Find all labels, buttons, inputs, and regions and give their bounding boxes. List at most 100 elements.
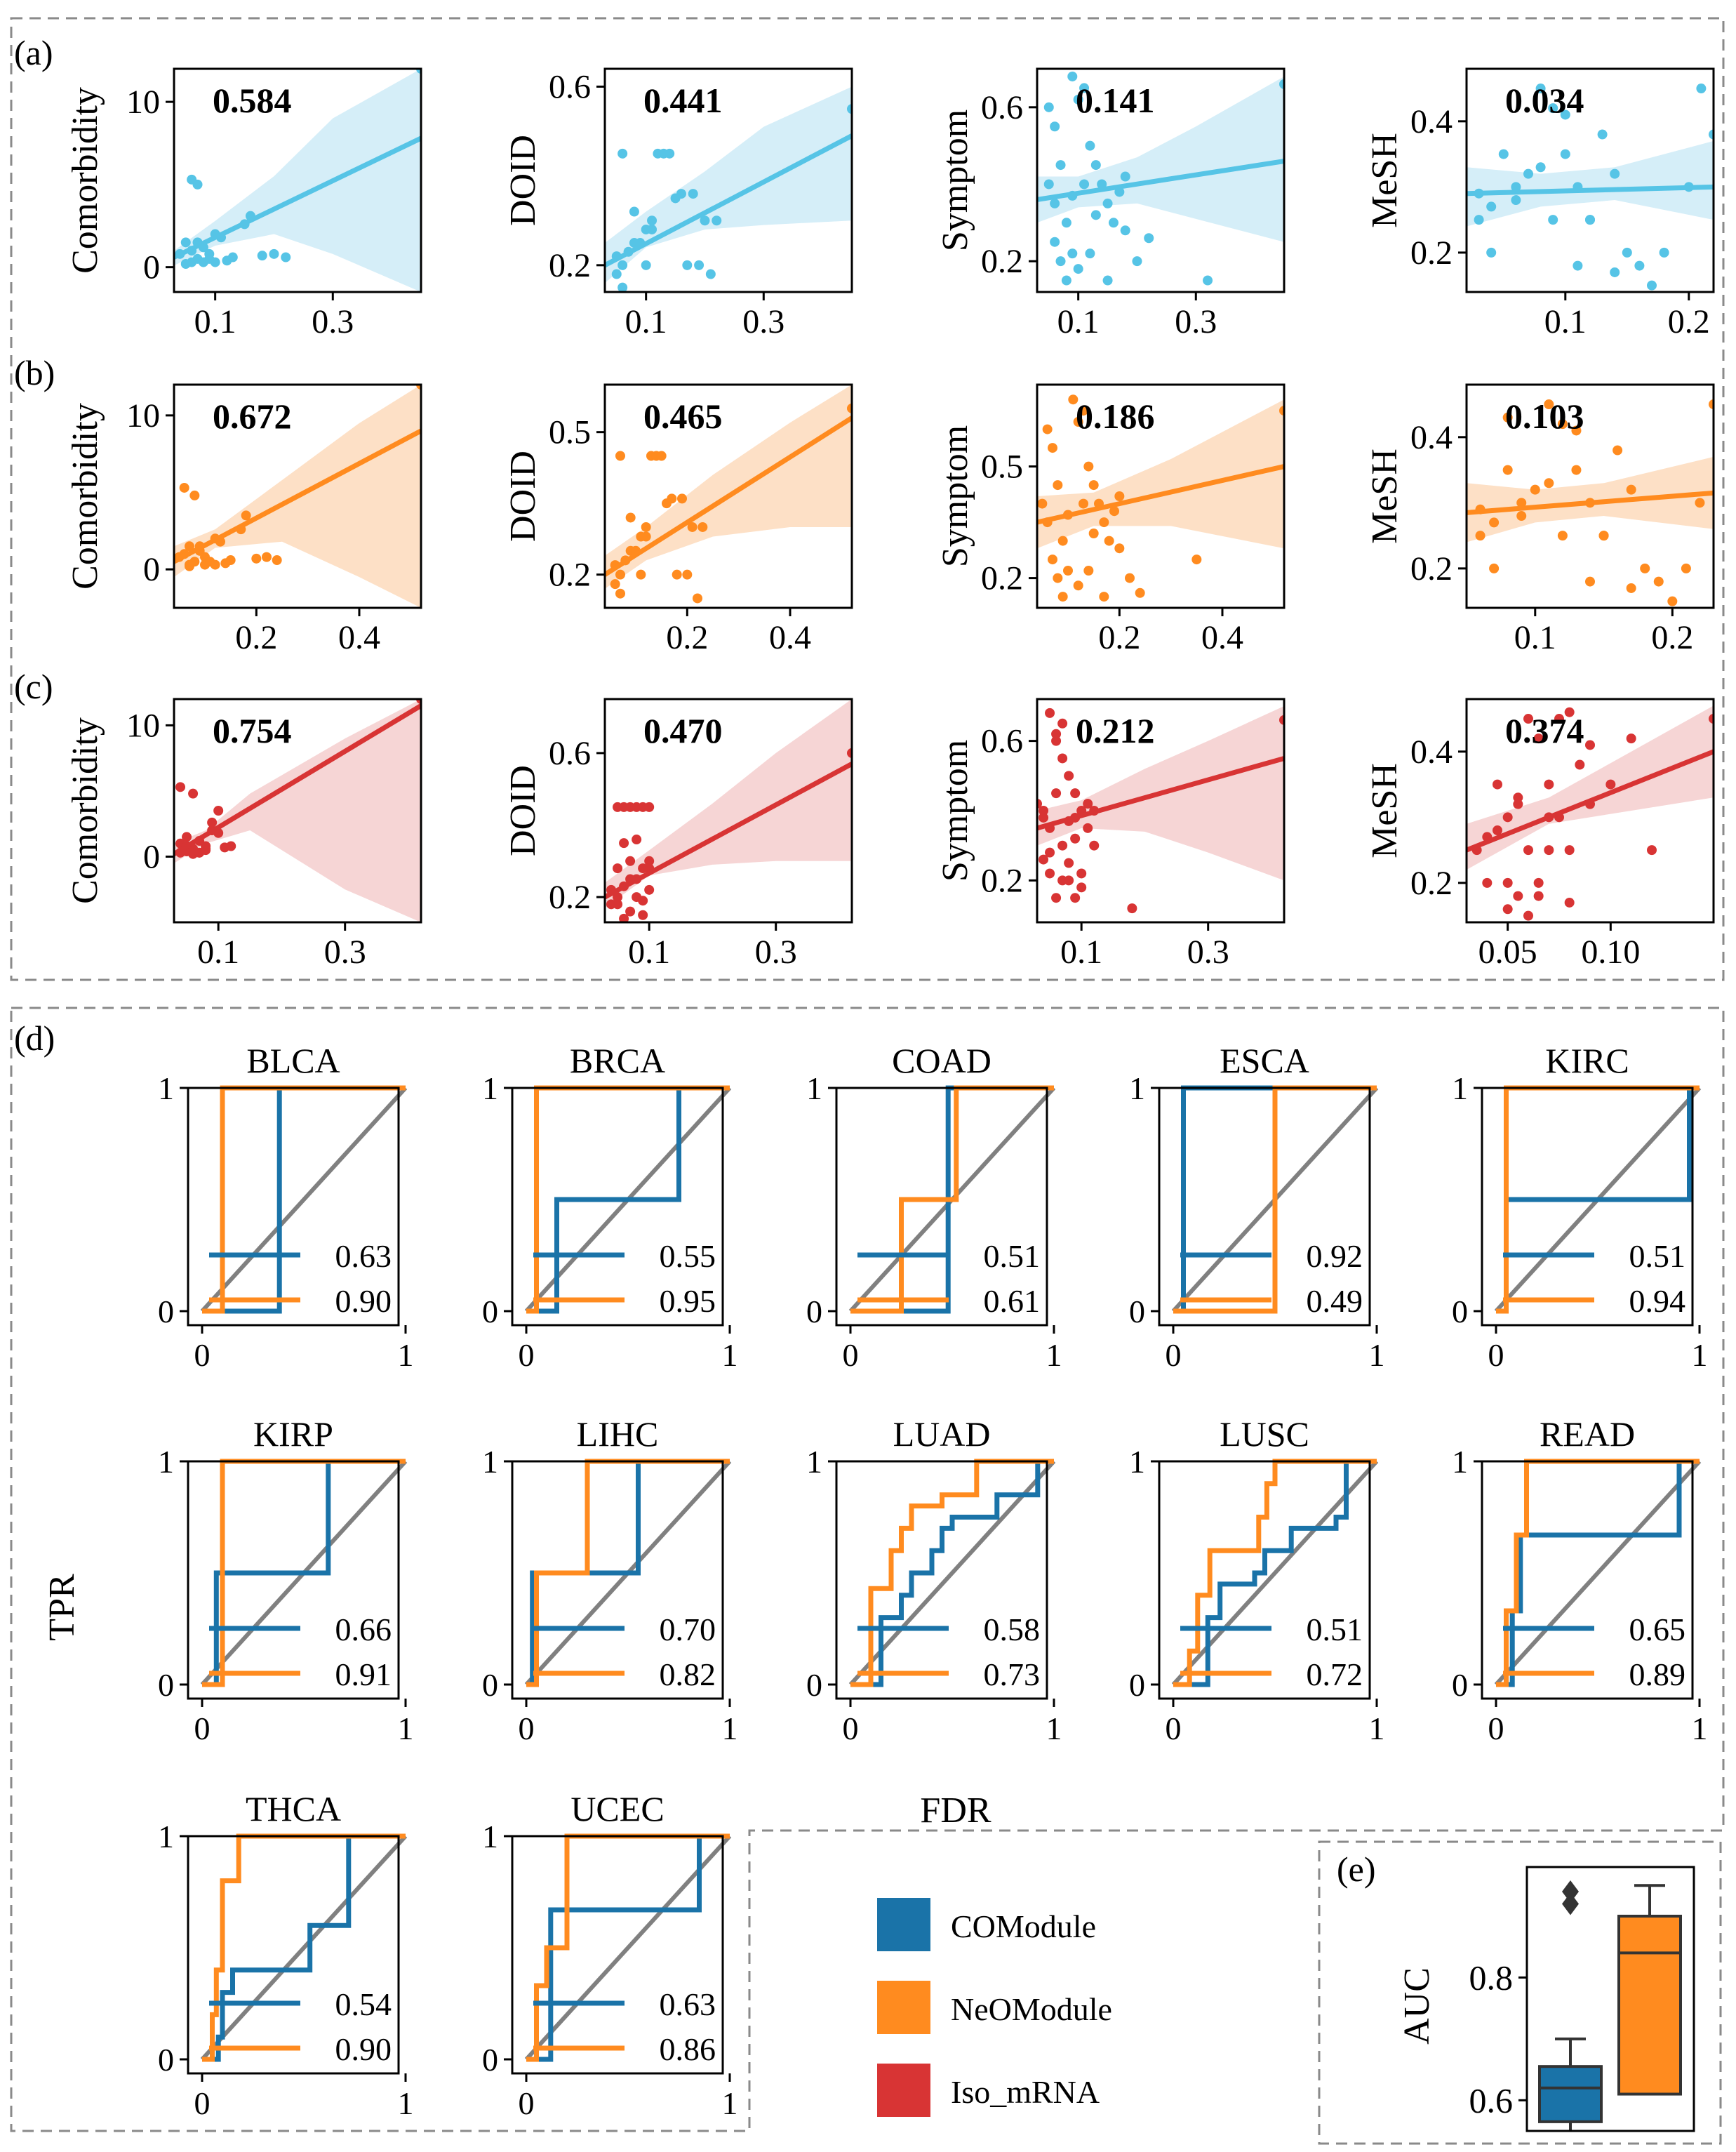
scatter-point (1489, 517, 1500, 528)
roc-lusc: LUSC 0.51 0.72 00 1 1 (1129, 1414, 1385, 1746)
y-tick-label: 0.6 (549, 68, 591, 105)
scatter-point (641, 260, 651, 270)
scatter-point (1051, 729, 1062, 739)
roc-title: LIHC (577, 1414, 659, 1454)
roc-title: LUSC (1220, 1414, 1309, 1454)
y-tick-label: 0.2 (1410, 550, 1453, 587)
scatter-point (1037, 498, 1048, 509)
y-axis-label: Comorbidity (65, 717, 105, 904)
y-tick-label: 0.5 (981, 449, 1023, 486)
auc-value-neomodule: 0.72 (1307, 1656, 1363, 1692)
x-tick-label: 0.4 (338, 619, 380, 656)
y-axis-label: MeSH (1365, 449, 1405, 544)
scatter-point (1102, 275, 1113, 286)
scatter-point (1051, 788, 1062, 799)
x-tick-label: 0 (1166, 1337, 1182, 1373)
scatter-point (1125, 573, 1135, 583)
scatter-point (1088, 529, 1099, 538)
y-tick-label: 0.2 (981, 862, 1023, 899)
scatter-point (641, 522, 651, 532)
auc-value-neomodule: 0.90 (335, 1283, 392, 1319)
scatter-point (1647, 280, 1657, 291)
y-tick-label: 0 (158, 1294, 174, 1329)
scatter-point (1057, 592, 1068, 602)
scatter-point (1090, 160, 1101, 171)
scatter-point (1585, 215, 1595, 225)
axes-frame (1465, 383, 1715, 609)
auc-value-neomodule: 0.89 (1629, 1656, 1686, 1692)
plot-area (1037, 394, 1284, 602)
scatter-point (1511, 195, 1521, 206)
scatter-point (1475, 531, 1485, 541)
scatter-point (1523, 714, 1533, 724)
scatter-c-comorbidity: 0.1 0.3 0 10 Comorbidity 0.754 (65, 698, 422, 971)
scatter-point (1610, 168, 1620, 179)
scatter-point (1557, 531, 1568, 541)
scatter-point (1083, 799, 1093, 809)
scatter-point (1067, 248, 1078, 259)
scatter-point (1061, 275, 1071, 286)
scatter-point (636, 569, 646, 580)
x-tick-label: 0.3 (1187, 934, 1229, 971)
y-axis-label: MeSH (1365, 133, 1405, 228)
scatter-point (1079, 498, 1088, 509)
auc-value-neomodule: 0.94 (1629, 1283, 1686, 1319)
scatter-point (1511, 182, 1521, 192)
scatter-point (1063, 566, 1073, 576)
roc-title: LUAD (893, 1414, 991, 1454)
regression-line (1037, 159, 1284, 202)
axes-frame (1465, 698, 1715, 924)
auc-value-comodule: 0.54 (335, 1986, 392, 2022)
regression-line (1467, 184, 1714, 197)
scatter-point (1279, 79, 1284, 89)
scatter-point (1535, 84, 1546, 94)
x-tick-label: 0.3 (324, 934, 366, 971)
roc-read: READ 0.65 0.89 00 1 1 (1452, 1414, 1708, 1746)
roc-curve-comodule (202, 1833, 406, 2062)
x-tick-label: 0.3 (312, 303, 354, 340)
confidence-band (174, 69, 421, 292)
confidence-band (605, 699, 852, 908)
scatter-point (615, 569, 625, 580)
axes-frame (187, 1460, 400, 1700)
x-tick-label: 0.4 (769, 619, 811, 656)
regression-line (174, 703, 421, 856)
scatter-point (225, 555, 236, 566)
scatter-point (416, 385, 421, 390)
diagonal-reference (848, 1459, 1056, 1687)
y-tick-label: 0.4 (1410, 733, 1453, 771)
y-tick-label: 1 (482, 1444, 498, 1480)
scatter-point (1051, 893, 1062, 903)
x-tick-label: 0.1 (1057, 303, 1100, 340)
scatter-point (1554, 714, 1564, 724)
legend-label-iso-mrna: Iso_mRNA (951, 2074, 1100, 2110)
x-tick-label: 1 (722, 1337, 738, 1373)
roc-esca: ESCA 0.92 0.49 00 1 1 (1129, 1041, 1385, 1373)
y-tick-label: 10 (126, 397, 160, 434)
scatter-point (1051, 736, 1062, 746)
scatter-point (1079, 83, 1090, 93)
scatter-point (1564, 707, 1575, 717)
scatter-point (1070, 893, 1081, 903)
regression-line (1467, 490, 1714, 515)
plot-area (174, 69, 421, 292)
auc-value-neomodule: 0.86 (660, 2031, 716, 2067)
correlation-value: 0.470 (643, 711, 723, 750)
regression-line (605, 416, 852, 577)
scatter-point (1557, 419, 1568, 430)
x-tick-label: 0.2 (1651, 619, 1693, 656)
scatter-point (1533, 733, 1544, 744)
scatter-point (1120, 171, 1130, 182)
y-tick-label: 0.8 (1469, 1958, 1514, 1997)
scatter-point (1571, 425, 1582, 436)
scatter-point (210, 559, 220, 570)
scatter-point (1502, 412, 1513, 423)
auc-value-neomodule: 0.49 (1307, 1283, 1363, 1319)
scatter-a-comorbidity: 0.1 0.3 0 10 Comorbidity 0.584 (65, 67, 422, 340)
scatter-point (1085, 248, 1095, 259)
x-tick-label: 0 (194, 2085, 211, 2121)
axes-frame (1158, 1087, 1371, 1327)
scatter-point (1048, 554, 1057, 565)
roc-title: UCEC (570, 1789, 664, 1828)
